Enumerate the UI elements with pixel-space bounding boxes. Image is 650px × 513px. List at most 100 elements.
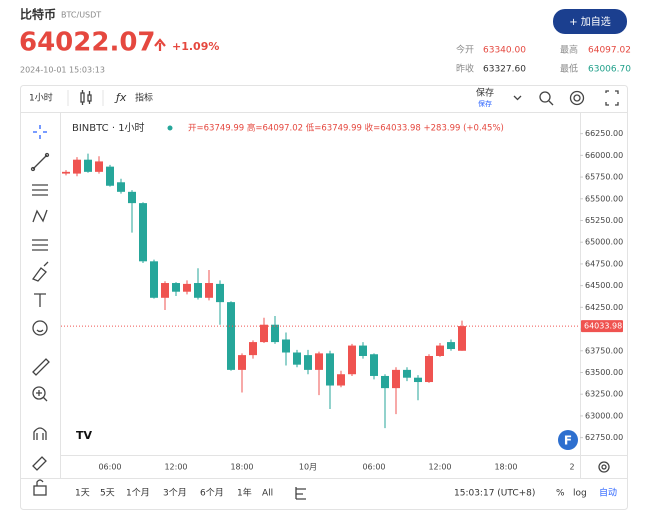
stat-label: 昨收 [456, 63, 474, 75]
candle-body [73, 159, 81, 174]
candle-body [62, 171, 70, 174]
auto-toggle[interactable]: 自动 [599, 487, 617, 499]
candle-body [315, 353, 323, 370]
change: +1.09% [172, 40, 219, 53]
snapshot-icon[interactable] [539, 91, 554, 106]
candle-body [183, 283, 191, 292]
up-arrow [154, 38, 166, 51]
candle-body [227, 302, 235, 370]
candle-body [403, 369, 411, 378]
tv-logo [72, 427, 98, 444]
candle-body [282, 339, 290, 353]
range-button[interactable]: 1天 [75, 489, 90, 499]
x-tick-label: 12:00 [164, 463, 187, 472]
candle-body [348, 345, 356, 375]
candle-body [84, 159, 92, 172]
stat-value: 63327.60 [483, 65, 526, 75]
candle-body [117, 182, 125, 192]
x-tick-label: 06:00 [362, 463, 385, 472]
candle-body [249, 342, 257, 356]
candle-body [359, 345, 367, 356]
candle-body [172, 283, 180, 292]
save[interactable]: 保存 [476, 87, 494, 99]
candle-body [326, 353, 334, 386]
drawing-tools[interactable] [30, 125, 50, 496]
candle-body [447, 342, 455, 350]
candle-body [161, 283, 169, 298]
stat-label: 今开 [456, 44, 474, 56]
y-tick-label: 64750.00 [585, 259, 623, 268]
y-tick-label: 66000.00 [585, 151, 623, 160]
candle-body [293, 352, 301, 365]
fullscreen-icon[interactable] [605, 90, 619, 106]
candle-body [458, 326, 466, 351]
x-tick-label: 12:00 [428, 463, 451, 472]
fx-icon[interactable]: ƒx [114, 91, 127, 104]
candle-body [216, 283, 224, 303]
y-tick-label: 64500.00 [585, 281, 623, 290]
datetime: 2024-10-01 15:03:13 [20, 66, 105, 75]
candle-body [271, 324, 279, 343]
range-button[interactable]: 3个月 [163, 488, 187, 499]
y-tick-label: 63750.00 [585, 346, 623, 355]
ohlc-legend: 开=63749.99 高=64097.02 低=63749.99 收=64033… [188, 123, 504, 134]
y-tick-label: 63000.00 [585, 411, 623, 420]
add-watchlist-label[interactable]: + 加自选 [569, 15, 611, 28]
candle-body [436, 345, 444, 356]
y-tick-label: 65750.00 [585, 173, 623, 182]
clock: 15:03:17 (UTC+8) [454, 489, 535, 499]
candle-body [425, 355, 433, 383]
range-button[interactable]: All [262, 489, 273, 499]
candle-body [194, 283, 202, 298]
candle-body [95, 161, 103, 172]
last-price-tag [581, 320, 623, 333]
candle-body [150, 261, 158, 298]
y-tick-label: 65000.00 [585, 238, 623, 247]
stat-value: 64097.02 [588, 46, 631, 56]
candle-body [304, 355, 312, 370]
add-watchlist-button[interactable] [553, 9, 627, 34]
y-tick-label: 62750.00 [585, 433, 623, 442]
range-button[interactable]: 5天 [100, 489, 115, 499]
stat-label: 最低 [560, 63, 578, 75]
log-toggle[interactable]: log [573, 489, 587, 499]
indicators[interactable]: 指标 [135, 92, 153, 104]
percent-toggle[interactable]: % [556, 489, 565, 499]
candle-body [414, 377, 422, 383]
x-tick-label: 18:00 [230, 463, 253, 472]
compare-icon[interactable] [295, 487, 306, 500]
y-tick-label: 63250.00 [585, 390, 623, 399]
range-button[interactable]: 6个月 [200, 488, 224, 499]
price: 64022.07 [19, 28, 156, 58]
y-tick-label: 64250.00 [585, 303, 623, 312]
f-badge-text[interactable]: F [564, 434, 572, 448]
chart-card [20, 85, 628, 510]
stat-value: 63006.70 [588, 65, 631, 75]
f-badge[interactable] [558, 430, 578, 450]
candle-body [106, 166, 114, 186]
tv-logo-text: TV [76, 429, 93, 442]
stat-label: 最高 [560, 44, 578, 56]
candle-type-icon[interactable] [80, 90, 92, 105]
dropdown-icon[interactable] [513, 95, 522, 101]
range-button[interactable]: 1年 [237, 487, 252, 499]
candle-body [238, 355, 246, 370]
chart-legend: BINBTC · 1小时 [72, 122, 145, 134]
asset-name: 比特币 [20, 7, 56, 22]
status-dot [167, 125, 173, 131]
save-sub[interactable]: 保存 [478, 99, 492, 108]
interval[interactable]: 1小时 [29, 92, 53, 104]
candle-body [392, 369, 400, 389]
candle-body [139, 203, 147, 262]
last-price-label: 64033.98 [584, 322, 622, 331]
range-button[interactable]: 1个月 [126, 488, 150, 499]
candle-body [128, 191, 136, 204]
candle-body [381, 375, 389, 389]
x-tick-label: 2 [569, 463, 574, 472]
axis-settings-icon[interactable] [598, 461, 610, 473]
plot: 62750.00 63000.00 63250.00 63500.00 63750.00… [61, 129, 623, 472]
settings-icon[interactable] [569, 90, 585, 106]
y-tick-label: 66250.00 [585, 129, 623, 138]
x-tick-label: 10月 [299, 463, 317, 472]
